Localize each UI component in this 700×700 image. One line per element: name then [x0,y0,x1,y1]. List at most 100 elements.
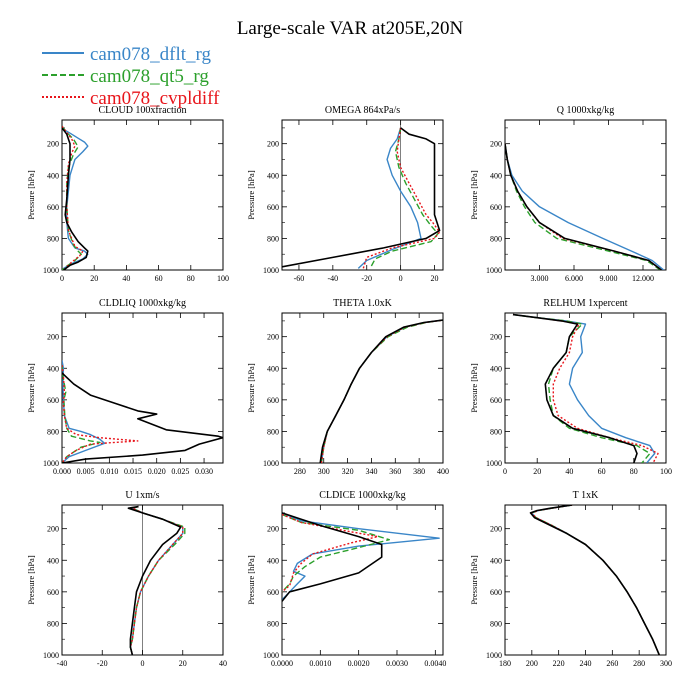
x-tick-label: -60 [294,274,305,283]
y-axis-label: Pressure [hPa] [469,170,479,220]
series-obs [512,313,638,463]
y-tick-label: 600 [47,588,59,597]
x-tick-label: 20 [431,274,439,283]
y-tick-label: 1000 [263,651,279,660]
x-tick-label: 280 [633,659,645,668]
x-tick-label: 40 [122,274,130,283]
series-cam078_qt5_rg [62,365,101,463]
y-tick-label: 800 [47,234,59,243]
series-cam078_dflt_rg [512,313,656,463]
y-tick-label: 200 [490,525,502,534]
series-cam078_dflt_rg [62,360,106,463]
y-axis-label: Pressure [hPa] [26,170,36,220]
panel-title: CLDICE 1000xkg/kg [319,490,405,501]
x-tick-label: 0.005 [77,467,95,476]
y-tick-label: 400 [47,364,59,373]
x-tick-label: 0.0020 [348,659,370,668]
series-cam078_qt5_rg [512,313,651,463]
x-tick-label: 0.000 [53,467,71,476]
x-tick-label: 100 [660,467,672,476]
panel-title: OMEGA 864xPa/s [325,105,400,116]
panel-title: Q 1000xkg/kg [557,105,615,116]
panel-frame [281,312,444,464]
x-tick-label: -20 [97,659,108,668]
x-tick-label: 0 [141,659,145,668]
y-tick-label: 400 [267,556,279,565]
x-tick-label: 340 [365,467,377,476]
x-tick-label: -40 [57,659,68,668]
panel-title: CLOUD 100xfraction [98,105,186,116]
series-obs [529,505,661,655]
y-tick-label: 800 [267,619,279,628]
panel-title: RELHUM 1xpercent [543,298,627,309]
y-tick-label: 600 [490,396,502,405]
legend: cam078_dflt_rgcam078_qt5_rgcam078_cvpldi… [42,44,220,109]
y-tick-label: 1000 [43,459,59,468]
panel-3: Q 1000xkg/kg 200 400 600 800 1000 Pressure [hP… [469,105,667,283]
panel-title: CLDLIQ 1000xkg/kg [99,298,186,309]
y-tick-label: 600 [490,203,502,212]
x-tick-label: 300 [318,467,330,476]
panel-frame [61,119,224,271]
y-tick-label: 1000 [263,459,279,468]
y-tick-label: 200 [490,333,502,342]
panel-frame [504,119,667,271]
x-tick-label: 20 [90,274,98,283]
x-tick-label: -40 [328,274,339,283]
y-tick-label: 800 [490,619,502,628]
series-cam078_cvpldiff [62,125,84,269]
y-tick-label: 200 [47,140,59,149]
y-tick-label: 800 [47,427,59,436]
panel-9: T 1xK 200 400 600 800 1000 Pressure [hPa] 180 20… [469,490,672,668]
x-tick-label: 20 [533,467,541,476]
series-cam078_qt5_rg [129,505,186,655]
y-tick-label: 1000 [486,459,502,468]
panel-4: CLDLIQ 1000xkg/kg 200 400 600 800 1000 Pressur… [26,298,224,476]
series-cam078_cvpldiff [62,365,139,463]
panel-title: THETA 1.0xK [333,298,392,309]
y-tick-label: 1000 [486,651,502,660]
y-tick-label: 1000 [486,266,502,275]
y-tick-label: 600 [490,588,502,597]
series-obs [62,127,89,270]
panel-frame [61,312,224,464]
x-tick-label: 80 [187,274,195,283]
y-axis-label: Pressure [hPa] [26,555,36,605]
x-tick-label: 0.010 [100,467,118,476]
y-tick-label: 200 [490,140,502,149]
y-tick-label: 1000 [43,651,59,660]
y-axis-label: Pressure [hPa] [469,555,479,605]
x-tick-label: 0.0000 [271,659,293,668]
x-tick-label: 60 [598,467,606,476]
y-tick-label: 800 [267,234,279,243]
panel-frame [281,504,444,656]
panels: CLOUD 100xfraction2004006008001000Pressu… [26,105,672,668]
series-obs [127,505,182,655]
x-tick-label: 220 [553,659,565,668]
panel-8: CLDICE 1000xkg/kg 200 400 600 800 1000 Pressur… [246,490,446,668]
series-cam078_cvpldiff [505,143,662,270]
x-tick-label: 3.000 [531,274,549,283]
panel-6: RELHUM 1xpercent2004006008001000Pressure… [469,298,672,476]
y-tick-label: 400 [267,171,279,180]
x-tick-label: 100 [217,274,229,283]
y-tick-label: 1000 [43,266,59,275]
y-tick-label: 200 [47,525,59,534]
x-tick-label: 0 [399,274,403,283]
x-tick-label: 20 [179,659,187,668]
series-cam078_qt5_rg [505,143,661,270]
series-cam078_qt5_rg [369,127,439,269]
x-tick-label: 280 [294,467,306,476]
panel-frame [504,312,667,464]
series-cam078_dflt_rg [282,512,440,601]
y-tick-label: 200 [267,333,279,342]
y-axis-label: Pressure [hPa] [246,170,256,220]
x-tick-label: 0.025 [171,467,189,476]
series-obs [282,512,383,602]
y-tick-label: 800 [490,427,502,436]
legend-label-cam078_cvpldiff: cam078_cvpldiff [90,88,220,109]
panel-title: T 1xK [573,490,599,501]
y-tick-label: 400 [47,556,59,565]
